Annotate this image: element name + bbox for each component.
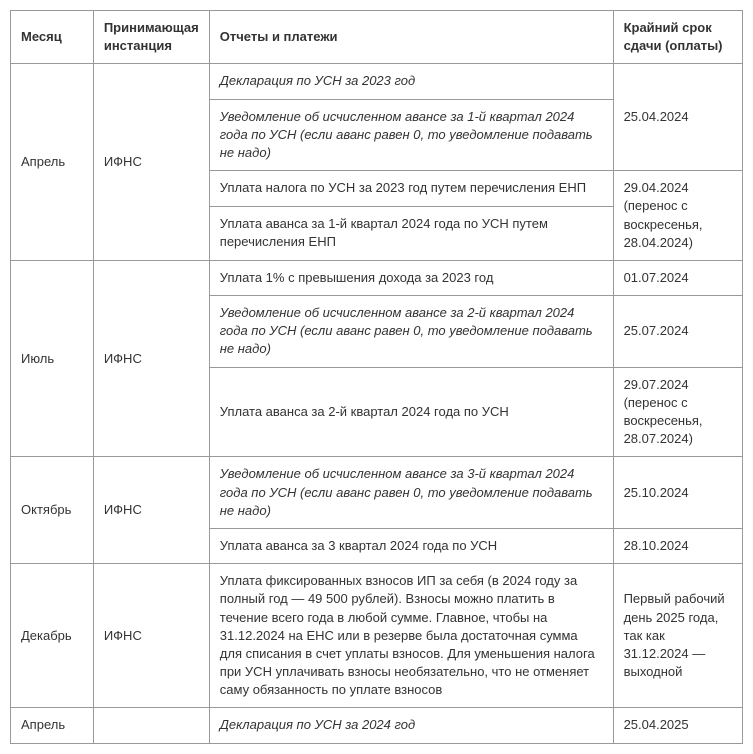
report-cell: Декларация по УСН за 2024 год [209, 708, 613, 743]
deadline-cell: 25.10.2024 [613, 457, 742, 529]
month-cell: Октябрь [11, 457, 94, 564]
tax-schedule-table: Месяц Принимающая инстанция Отчеты и пла… [10, 10, 743, 744]
header-row: Месяц Принимающая инстанция Отчеты и пла… [11, 11, 743, 64]
report-cell: Уведомление об исчисленном авансе за 3-й… [209, 457, 613, 529]
month-cell: Декабрь [11, 564, 94, 708]
deadline-cell: 29.04.2024 (перенос с воскресенья, 28.04… [613, 171, 742, 261]
deadline-cell: 25.04.2025 [613, 708, 742, 743]
report-cell: Уплата 1% с превышения дохода за 2023 го… [209, 260, 613, 295]
report-cell: Уплата налога по УСН за 2023 год путем п… [209, 171, 613, 207]
agency-cell: ИФНС [93, 457, 209, 564]
col-header-month: Месяц [11, 11, 94, 64]
month-cell: Апрель [11, 708, 94, 743]
deadline-cell: 01.07.2024 [613, 260, 742, 295]
deadline-cell: 29.07.2024 (перенос с воскресенья, 28.07… [613, 367, 742, 457]
month-cell: Июль [11, 260, 94, 457]
deadline-cell: Первый рабочий день 2025 года, так как 3… [613, 564, 742, 708]
col-header-reports: Отчеты и платежи [209, 11, 613, 64]
agency-cell [93, 708, 209, 743]
report-cell: Уплата аванса за 2-й квартал 2024 года п… [209, 367, 613, 457]
table-row: Октябрь ИФНС Уведомление об исчисленном … [11, 457, 743, 529]
report-cell: Уплата фиксированных взносов ИП за себя … [209, 564, 613, 708]
report-cell: Уплата аванса за 3 квартал 2024 года по … [209, 528, 613, 563]
report-cell: Уведомление об исчисленном авансе за 1-й… [209, 99, 613, 171]
col-header-deadline: Крайний срок сдачи (оплаты) [613, 11, 742, 64]
report-cell: Декларация по УСН за 2023 год [209, 64, 613, 99]
table-row: Декабрь ИФНС Уплата фиксированных взносо… [11, 564, 743, 708]
report-cell: Уплата аванса за 1-й квартал 2024 года п… [209, 206, 613, 260]
agency-cell: ИФНС [93, 260, 209, 457]
agency-cell: ИФНС [93, 564, 209, 708]
table-row: Апрель ИФНС Декларация по УСН за 2023 го… [11, 64, 743, 99]
col-header-agency: Принимающая инстанция [93, 11, 209, 64]
deadline-cell: 28.10.2024 [613, 528, 742, 563]
table-row: Апрель Декларация по УСН за 2024 год 25.… [11, 708, 743, 743]
month-cell: Апрель [11, 64, 94, 261]
deadline-cell: 25.07.2024 [613, 296, 742, 368]
agency-cell: ИФНС [93, 64, 209, 261]
report-cell: Уведомление об исчисленном авансе за 2-й… [209, 296, 613, 368]
table-row: Июль ИФНС Уплата 1% с превышения дохода … [11, 260, 743, 295]
deadline-cell: 25.04.2024 [613, 64, 742, 171]
